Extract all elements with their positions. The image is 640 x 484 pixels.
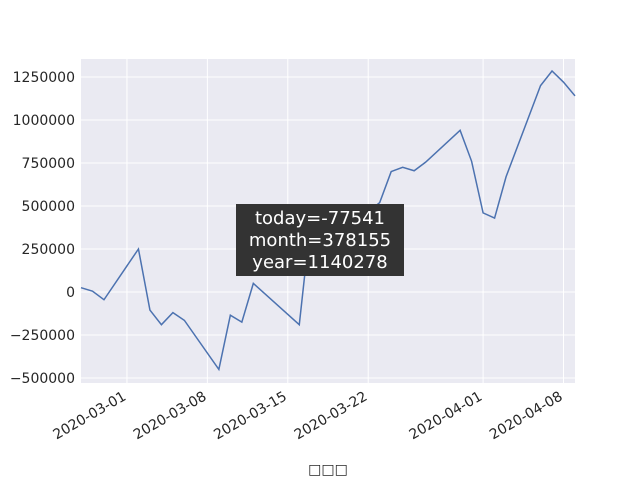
y-tick-label: 0 bbox=[66, 285, 75, 301]
y-tick-label: 250000 bbox=[22, 242, 75, 258]
y-tick-label: 1000000 bbox=[13, 113, 75, 129]
y-tick-label: 500000 bbox=[22, 199, 75, 215]
x-tick-label: 2020-03-15 bbox=[211, 389, 289, 444]
y-tick-label: −250000 bbox=[10, 328, 75, 344]
tooltip-text: month=378155 bbox=[249, 230, 391, 251]
x-tick-label: 2020-03-08 bbox=[131, 389, 209, 444]
tooltip-text: today=-77541 bbox=[255, 208, 385, 229]
x-tick-label: 2020-04-08 bbox=[487, 389, 565, 444]
x-axis-label: □□□ bbox=[308, 462, 348, 478]
tooltip-text: year=1140278 bbox=[252, 252, 387, 273]
x-tick-label: 2020-04-01 bbox=[407, 389, 485, 444]
tooltip-box bbox=[236, 204, 404, 276]
x-tick-label: 2020-03-01 bbox=[50, 389, 128, 444]
y-tick-label: 750000 bbox=[22, 156, 75, 172]
y-tick-label: 1250000 bbox=[13, 70, 75, 86]
y-tick-label: −500000 bbox=[10, 371, 75, 387]
x-tick-label: 2020-03-22 bbox=[292, 389, 370, 444]
